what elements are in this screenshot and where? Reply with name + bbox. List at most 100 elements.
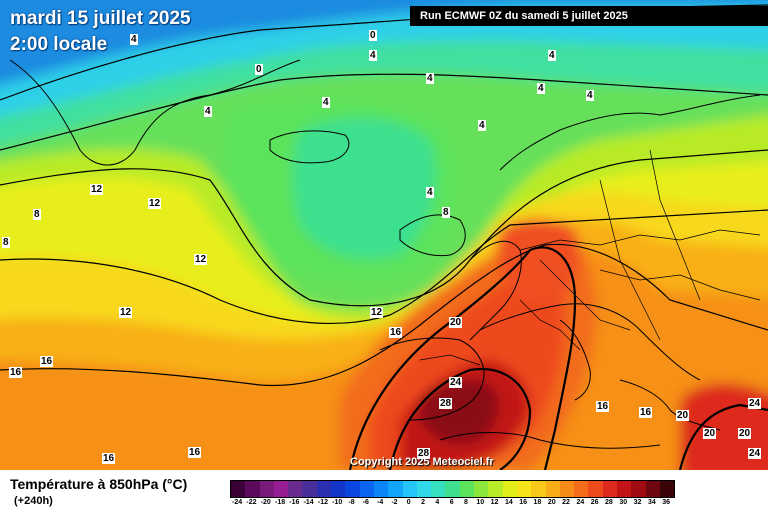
model-run-label: Run ECMWF 0Z du samedi 5 juillet 2025 (410, 6, 768, 26)
color-scale-swatch (245, 481, 260, 497)
color-scale-tick-label: -14 (303, 499, 314, 506)
color-scale-tick-label: 10 (476, 499, 485, 506)
color-scale-tick-label: 30 (619, 499, 628, 506)
isotherm-label: 16 (102, 453, 116, 464)
legend-panel: Température à 850hPa (°C) (+240h) -24 -22… (0, 470, 768, 512)
color-scale-tick-label: 8 (463, 499, 468, 506)
color-scale-swatch (488, 481, 503, 497)
isotherm-label: 12 (148, 198, 162, 209)
isotherm-label: 4 (369, 50, 377, 61)
color-scale-tick-label: -18 (274, 499, 286, 506)
isotherm-label: 12 (370, 307, 384, 318)
color-scale-tick-label: -10 (332, 499, 343, 506)
color-scale-swatch (288, 481, 303, 497)
color-scale-tick-label: 6 (449, 499, 454, 506)
isotherm-label: 24 (748, 448, 762, 459)
color-scale-tick-label: 24 (576, 499, 585, 506)
coastlines (9, 59, 761, 449)
isotherm-label: 4 (130, 34, 138, 45)
color-scale-swatch (259, 481, 274, 497)
color-scale-tick-label: -24 (232, 499, 243, 506)
color-scale (230, 480, 676, 498)
isotherm-label: 12 (90, 184, 104, 195)
color-scale-tick-label: 12 (490, 499, 499, 506)
isotherms (0, 4, 768, 470)
color-scale-tick-label: -4 (377, 499, 384, 506)
color-scale-swatch (574, 481, 589, 497)
isotherm-label: 16 (389, 327, 403, 338)
copyright-notice: Copyright 2025 Meteociel.fr (350, 456, 494, 468)
color-scale-tick-label: -12 (317, 499, 328, 506)
isotherm-label: 16 (639, 407, 653, 418)
isotherm-label: 0 (369, 30, 377, 41)
color-scale-swatch (502, 481, 517, 497)
color-scale-tick-label: 36 (662, 499, 671, 506)
color-scale-swatch (273, 481, 289, 497)
color-scale-swatch (531, 481, 546, 497)
color-scale-tick-label: 16 (519, 499, 528, 506)
color-scale-swatch (431, 481, 446, 497)
color-scale-swatch (631, 481, 646, 497)
color-scale-swatch (588, 481, 603, 497)
color-scale-swatch (645, 481, 660, 497)
isotherm-label: 16 (188, 447, 202, 458)
isotherm-label: 28 (417, 448, 431, 459)
isotherm-label: 4 (426, 187, 434, 198)
isotherm-label: 16 (9, 367, 23, 378)
isotherm-label: 8 (33, 209, 41, 220)
isotherm-label: 0 (255, 64, 263, 75)
color-scale-swatch (617, 481, 632, 497)
color-scale-swatch (402, 481, 417, 497)
color-scale-tick-label: -20 (260, 499, 271, 506)
color-scale-tick-label: 18 (533, 499, 542, 506)
legend-subtitle: (+240h) (14, 495, 53, 507)
color-scale-swatch (316, 481, 332, 497)
isotherm-label: 20 (449, 317, 463, 328)
color-scale-tick-label: 28 (605, 499, 613, 506)
color-scale-tick-label: 22 (562, 499, 570, 506)
color-scale-swatch (373, 481, 389, 497)
color-scale-tick-label: 32 (633, 499, 642, 506)
color-scale-swatch (302, 481, 317, 497)
color-scale-swatch (416, 481, 432, 497)
color-scale-swatch (516, 481, 532, 497)
color-scale-swatch (602, 481, 618, 497)
color-scale-tick-label: 34 (647, 499, 656, 506)
isotherm-label: 24 (449, 377, 463, 388)
legend-title: Température à 850hPa (°C) (10, 476, 188, 492)
isotherm-label: 20 (703, 428, 717, 439)
color-scale-ticks: -24 -22 -20 -18 -16 -14 -12 -10 -8 -6 -4 -2 0 2 4 6 8 10 1… (230, 499, 700, 511)
isotherm-label: 4 (426, 73, 434, 84)
color-scale-tick-label: 26 (590, 499, 599, 506)
color-scale-tick-label: 0 (406, 499, 411, 506)
color-scale-tick-label: -22 (246, 499, 257, 506)
isotherm-label: 28 (439, 398, 453, 409)
isotherm-label: 12 (119, 307, 133, 318)
color-scale-tick-label: 4 (435, 499, 440, 506)
color-scale-tick-label: 14 (504, 499, 513, 506)
color-scale-swatch (545, 481, 560, 497)
color-scale-swatch (659, 481, 675, 497)
isotherm-label: 20 (676, 410, 690, 421)
isotherm-label: 12 (194, 254, 208, 265)
color-scale-swatch (559, 481, 575, 497)
isotherm-label: 24 (748, 398, 762, 409)
color-scale-swatch (388, 481, 403, 497)
color-scale-tick-label: -16 (289, 499, 300, 506)
color-scale-swatch (459, 481, 475, 497)
color-scale-swatch (445, 481, 460, 497)
isotherm-label: 8 (442, 207, 450, 218)
color-scale-tick-label: -2 (391, 499, 398, 506)
isotherm-label: 16 (40, 356, 54, 367)
isotherm-label: 4 (537, 83, 545, 94)
forecast-date: mardi 15 juillet 2025 (10, 8, 191, 29)
color-scale-swatch (345, 481, 360, 497)
isotherm-label: 20 (738, 428, 752, 439)
isotherm-label: 16 (596, 401, 610, 412)
color-scale-swatch (474, 481, 489, 497)
color-scale-tick-label: -6 (362, 499, 369, 506)
isotherm-label: 4 (322, 97, 330, 108)
isotherm-label: 4 (586, 90, 594, 101)
isotherm-label: 8 (2, 237, 10, 248)
